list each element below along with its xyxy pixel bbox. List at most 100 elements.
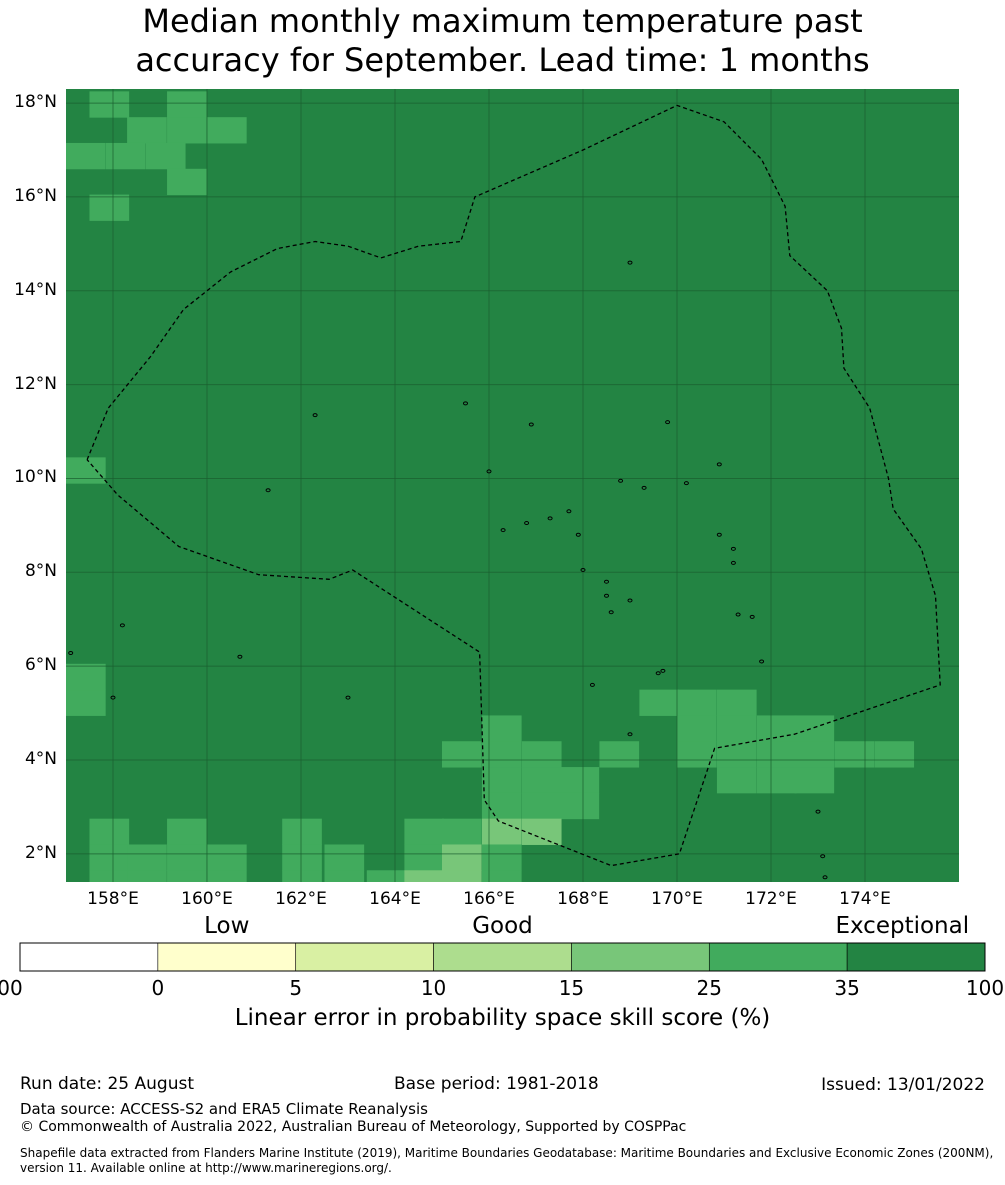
- base-period: Base period: 1981-2018: [394, 1074, 599, 1094]
- skill-cell: [481, 741, 522, 768]
- skill-cell: [521, 818, 562, 845]
- lon-tick-label: 160°E: [181, 889, 233, 909]
- island-outline: [580, 567, 586, 572]
- colorbar: [19, 942, 986, 972]
- skill-cell: [167, 844, 207, 871]
- colorbar-tick-label: 100: [965, 976, 1005, 1000]
- skill-cell: [639, 689, 680, 716]
- map-title-line-2: accuracy for September. Lead time: 1 mon…: [135, 41, 870, 79]
- skill-cell: [127, 870, 167, 882]
- skill-cell: [282, 818, 322, 845]
- skill-cell: [481, 715, 522, 742]
- colorbar-category-label: Low: [204, 913, 250, 939]
- island-outline: [265, 488, 271, 493]
- colorbar-bin: [295, 942, 434, 972]
- island-outline: [735, 612, 741, 617]
- lon-tick-label: 170°E: [651, 889, 703, 909]
- colorbar-tick-label: 0: [151, 976, 165, 1000]
- skill-cell: [127, 844, 167, 871]
- colorbar-bin: [433, 942, 572, 972]
- lat-tick-label: 18°N: [14, 92, 57, 113]
- colorbar-bin: [571, 942, 710, 972]
- skill-cell: [677, 689, 717, 716]
- island-outline: [110, 695, 116, 700]
- skill-cell: [404, 870, 445, 882]
- island-outline: [604, 593, 609, 598]
- skill-cell: [207, 870, 247, 882]
- colorbar-bin: [157, 942, 297, 972]
- skill-cell: [66, 689, 106, 716]
- skill-cell: [89, 194, 130, 221]
- skill-cell: [481, 870, 522, 882]
- lon-tick-label: 172°E: [745, 889, 797, 909]
- island-outline: [730, 546, 736, 551]
- island-outline: [500, 528, 506, 533]
- skill-cell: [559, 767, 600, 794]
- skill-cell: [716, 715, 757, 742]
- skill-cell: [167, 818, 207, 845]
- lon-tick-label: 174°E: [839, 889, 891, 909]
- skill-cell: [167, 91, 207, 118]
- skill-cell: [559, 792, 600, 820]
- colorbar-bin: [846, 942, 986, 972]
- shapefile-credit: Shapefile data extracted from Flanders M…: [20, 1146, 994, 1175]
- skill-cell: [324, 870, 365, 882]
- skill-cell: [167, 168, 207, 196]
- skill-cell: [521, 741, 562, 768]
- island-outline: [641, 485, 647, 490]
- colorbar-tick-label: 5: [289, 976, 303, 1000]
- lon-tick-label: 166°E: [463, 889, 515, 909]
- colorbar-frame: [19, 942, 986, 972]
- lon-tick-label: 158°E: [87, 889, 139, 909]
- skill-cell: [481, 767, 522, 794]
- colorbar-tick-label: 25: [696, 976, 722, 1000]
- map-title-line-1: Median monthly maximum temperature past: [142, 2, 863, 40]
- island-outline: [486, 469, 492, 474]
- island-outline: [345, 695, 351, 700]
- island-outline: [608, 610, 614, 615]
- skill-cell: [794, 715, 835, 742]
- skill-cell: [794, 741, 835, 768]
- island-outline: [528, 422, 534, 427]
- skill-cell: [105, 142, 146, 170]
- skill-cell: [599, 741, 640, 768]
- island-outline: [604, 579, 609, 584]
- island-outline: [627, 260, 633, 265]
- skill-cell: [521, 792, 562, 820]
- skill-cell: [167, 117, 207, 144]
- skill-cell: [167, 870, 207, 882]
- island-outline: [665, 420, 671, 425]
- island-outline: [759, 659, 765, 664]
- skill-cell: [66, 457, 106, 484]
- eez-boundary: [86, 104, 941, 867]
- island-outline: [237, 654, 243, 659]
- skill-cell: [481, 844, 522, 871]
- skill-cell: [366, 870, 407, 882]
- skill-cell: [874, 741, 915, 768]
- lat-tick-label: 10°N: [14, 467, 57, 488]
- island-outline: [68, 651, 74, 656]
- island-outline: [524, 521, 530, 526]
- island-outline: [312, 413, 318, 418]
- island-outline: [820, 854, 826, 859]
- island-outline: [815, 809, 821, 814]
- island-outline: [589, 682, 595, 687]
- island-outline: [547, 516, 553, 521]
- colorbar-tick-label: -100: [0, 976, 23, 1000]
- colorbar-bin: [708, 942, 848, 972]
- skill-cell: [834, 741, 875, 768]
- data-source: Data source: ACCESS-S2 and ERA5 Climate …: [20, 1100, 428, 1118]
- skill-cell: [145, 142, 186, 170]
- skill-cell: [716, 767, 757, 794]
- gridlines: [66, 89, 959, 882]
- island-outline: [660, 668, 666, 673]
- copyright: © Commonwealth of Australia 2022, Austra…: [20, 1119, 687, 1135]
- map-plot-area: [66, 89, 959, 882]
- island-outline: [566, 509, 572, 514]
- island-outline: [683, 481, 689, 486]
- skill-cell: [442, 741, 482, 768]
- skill-cell: [404, 818, 445, 845]
- skill-cell: [89, 870, 130, 882]
- skill-cell: [89, 91, 130, 118]
